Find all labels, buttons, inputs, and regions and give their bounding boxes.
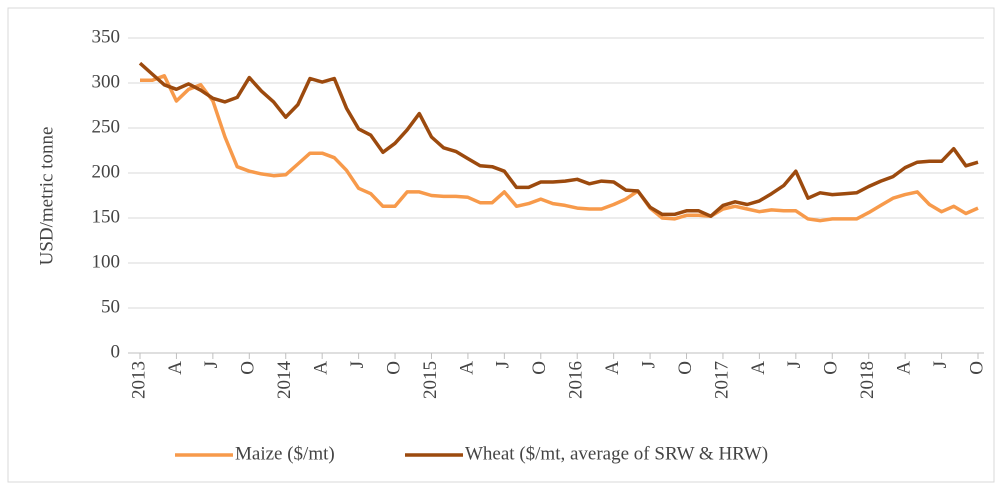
- x-tick-label: J: [347, 361, 368, 368]
- x-tick-label: O: [529, 361, 550, 375]
- y-tick-label: 50: [101, 296, 120, 317]
- y-tick-label: 250: [92, 116, 121, 137]
- y-tick-label: 100: [92, 251, 121, 272]
- x-tick-label: O: [383, 361, 404, 375]
- x-tick-label: 2016: [566, 361, 587, 399]
- legend-label: Wheat ($/mt, average of SRW & HRW): [465, 443, 768, 464]
- y-tick-label: 150: [92, 206, 121, 227]
- series-line: [138, 61, 979, 218]
- x-tick-label: A: [456, 361, 477, 375]
- series-line: [140, 74, 979, 223]
- x-tick-label: O: [966, 361, 987, 375]
- y-tick-label: 200: [92, 161, 121, 182]
- y-tick-label: 0: [111, 341, 121, 362]
- x-tick-label: J: [784, 361, 805, 368]
- y-tick-label: 350: [92, 26, 121, 47]
- x-tick-label: J: [930, 361, 951, 368]
- x-tick-label: A: [602, 361, 623, 375]
- x-tick-label: O: [238, 361, 259, 375]
- x-tick-label: A: [893, 361, 914, 375]
- x-tick-label: 2018: [857, 361, 878, 399]
- x-tick-label: 2014: [274, 361, 295, 400]
- x-tick-label: 2013: [128, 361, 149, 399]
- x-tick-label: 2015: [420, 361, 441, 399]
- y-tick-label: 300: [92, 71, 121, 92]
- x-tick-label: 2017: [711, 361, 732, 399]
- legend-label: Maize ($/mt): [235, 443, 335, 464]
- x-tick-label: J: [201, 361, 222, 368]
- x-tick-label: A: [311, 361, 332, 375]
- x-tick-label: O: [821, 361, 842, 375]
- x-tick-label: A: [748, 361, 769, 375]
- y-axis-label: USD/metric tonne: [36, 127, 57, 266]
- x-tick-label: J: [493, 361, 514, 368]
- x-tick-label: O: [675, 361, 696, 375]
- x-tick-label: A: [165, 361, 186, 375]
- x-tick-label: J: [638, 361, 659, 368]
